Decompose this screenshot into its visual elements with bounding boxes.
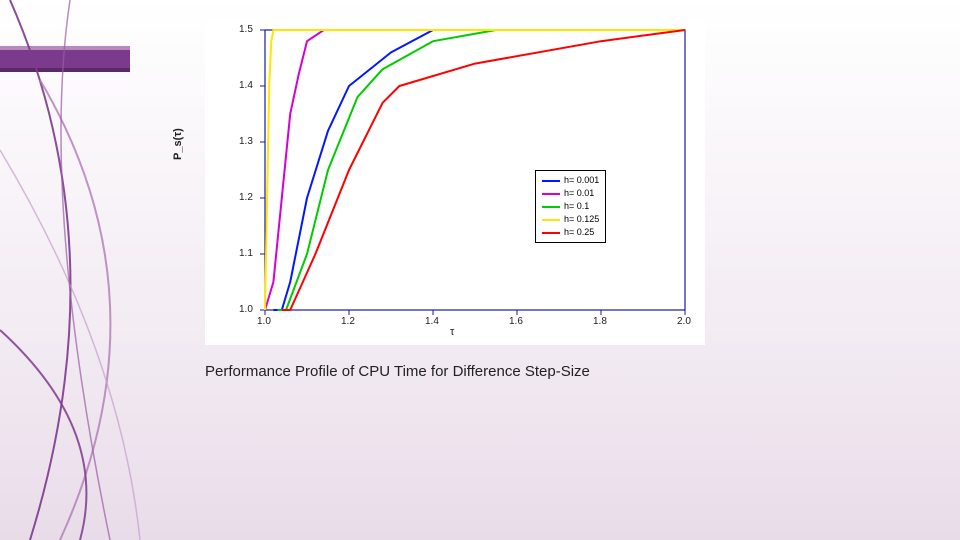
legend-swatch xyxy=(542,180,560,182)
x-tick-label: 2.0 xyxy=(677,316,691,327)
legend-label: h= 0.125 xyxy=(564,213,599,226)
x-tick-label: 1.0 xyxy=(257,316,271,327)
x-tick-label: 1.2 xyxy=(341,316,355,327)
x-tick-label: 1.6 xyxy=(509,316,523,327)
legend-item: h= 0.25 xyxy=(542,226,599,239)
chart-panel xyxy=(205,20,705,345)
accent-bar xyxy=(0,46,130,72)
y-tick-label: 1.3 xyxy=(239,136,253,147)
legend-swatch xyxy=(542,232,560,234)
y-axis-label: P_s(τ) xyxy=(172,128,184,160)
legend-swatch xyxy=(542,206,560,208)
legend-item: h= 0.001 xyxy=(542,174,599,187)
x-tick-label: 1.4 xyxy=(425,316,439,327)
legend-label: h= 0.01 xyxy=(564,187,594,200)
y-tick-label: 1.5 xyxy=(239,24,253,35)
legend-label: h= 0.25 xyxy=(564,226,594,239)
legend-item: h= 0.125 xyxy=(542,213,599,226)
series-h=0.25 xyxy=(282,30,685,310)
y-tick-label: 1.4 xyxy=(239,80,253,91)
x-axis-label: τ xyxy=(450,326,454,338)
series-h=0.1 xyxy=(278,30,685,310)
legend-label: h= 0.1 xyxy=(564,200,589,213)
slide-caption: Performance Profile of CPU Time for Diff… xyxy=(205,363,765,380)
legend-swatch xyxy=(542,193,560,195)
y-tick-label: 1.1 xyxy=(239,248,253,259)
series-h=0.001 xyxy=(273,30,685,310)
chart-legend: h= 0.001h= 0.01h= 0.1h= 0.125h= 0.25 xyxy=(535,170,606,243)
legend-swatch xyxy=(542,219,560,221)
x-tick-label: 1.8 xyxy=(593,316,607,327)
y-tick-label: 1.2 xyxy=(239,192,253,203)
legend-item: h= 0.01 xyxy=(542,187,599,200)
legend-label: h= 0.001 xyxy=(564,174,599,187)
legend-item: h= 0.1 xyxy=(542,200,599,213)
performance-profile-chart xyxy=(205,20,705,345)
y-tick-label: 1.0 xyxy=(239,304,253,315)
